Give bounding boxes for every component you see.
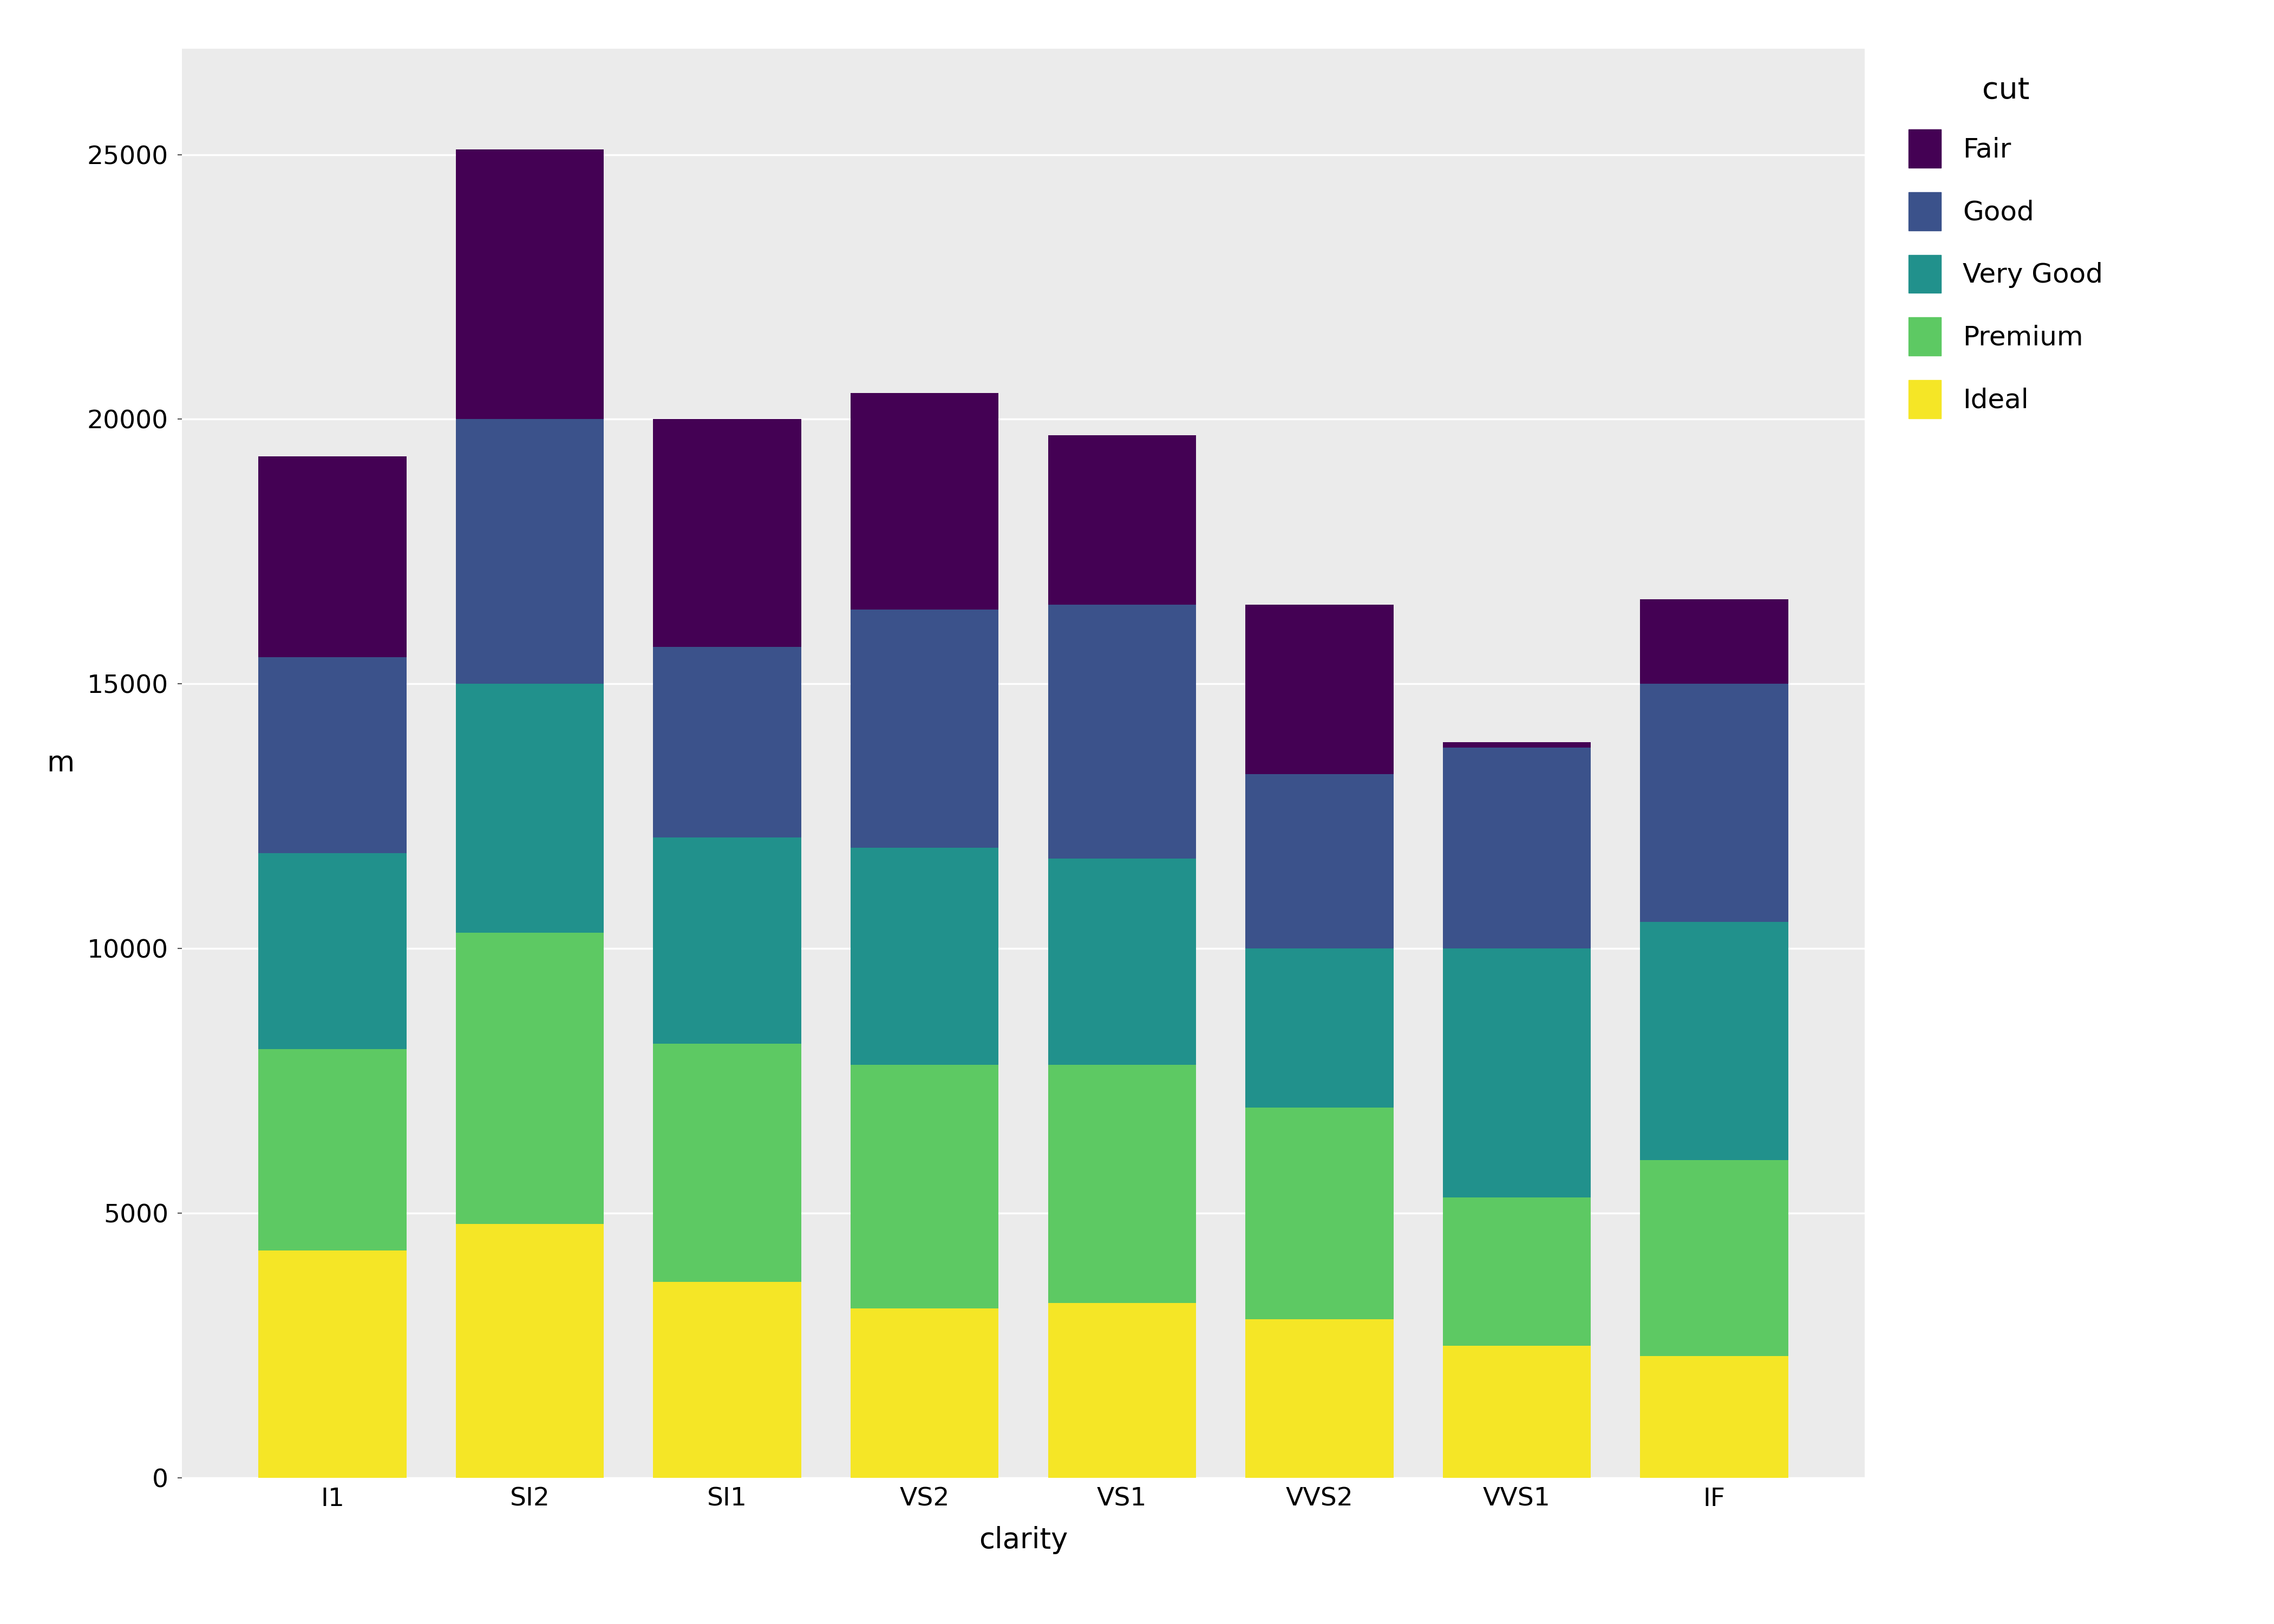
Bar (455, 932, 605, 1224)
Bar (1442, 948, 1592, 1197)
Bar (455, 149, 605, 419)
Bar (1640, 922, 1787, 1160)
Bar (1640, 684, 1787, 922)
Bar (653, 646, 800, 838)
Bar (455, 684, 605, 932)
Bar (1442, 1197, 1592, 1346)
Bar (653, 1281, 800, 1478)
Bar (1246, 1108, 1394, 1319)
Bar (1048, 859, 1196, 1065)
Bar (259, 1250, 407, 1478)
Legend: Fair, Good, Very Good, Premium, Ideal: Fair, Good, Very Good, Premium, Ideal (1894, 62, 2117, 432)
Bar (1442, 742, 1592, 747)
Bar (455, 419, 605, 684)
X-axis label: clarity: clarity (978, 1527, 1069, 1554)
Bar (455, 1224, 605, 1478)
Bar (1048, 435, 1196, 604)
Bar (1048, 1302, 1196, 1478)
Bar (1048, 1065, 1196, 1302)
Bar (850, 1065, 998, 1309)
Bar (1246, 775, 1394, 948)
Bar (1442, 1346, 1592, 1478)
Bar (653, 1044, 800, 1281)
Bar (850, 393, 998, 609)
Bar (850, 609, 998, 848)
Bar (1246, 604, 1394, 775)
Bar (1640, 1160, 1787, 1356)
Bar (1246, 1319, 1394, 1478)
Bar (653, 419, 800, 646)
Bar (1640, 599, 1787, 684)
Bar (1048, 604, 1196, 859)
Bar (259, 658, 407, 853)
Bar (1442, 747, 1592, 948)
Bar (259, 853, 407, 1049)
Bar (259, 1049, 407, 1250)
Bar (259, 456, 407, 658)
Bar (1246, 948, 1394, 1108)
Bar (653, 838, 800, 1044)
Y-axis label: m: m (48, 749, 75, 778)
Bar (1640, 1356, 1787, 1478)
Bar (850, 1309, 998, 1478)
Bar (850, 848, 998, 1065)
